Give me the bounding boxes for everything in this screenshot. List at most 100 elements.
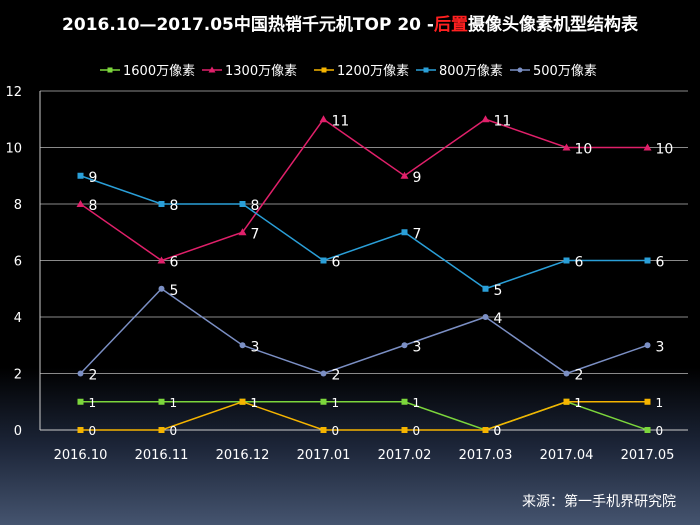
data-label: 11	[494, 113, 512, 129]
marker-square	[239, 398, 246, 405]
data-label: 0	[89, 424, 97, 438]
data-label: 1	[575, 396, 583, 410]
data-label: 1	[170, 396, 178, 410]
marker-circle	[320, 370, 327, 377]
legend-entry: 1200万像素	[337, 64, 409, 79]
y-tick-label: 6	[14, 255, 22, 270]
data-label: 0	[494, 424, 502, 438]
marker-square	[321, 67, 327, 73]
series-line	[80, 118, 648, 262]
marker-square	[320, 257, 327, 264]
data-label: 1	[413, 396, 421, 410]
data-label: 0	[170, 424, 178, 438]
marker-square	[320, 398, 327, 405]
y-tick-label: 12	[5, 85, 22, 100]
marker-square	[77, 427, 84, 433]
data-label: 8	[251, 198, 260, 214]
x-tick-label: 2017.02	[378, 448, 432, 463]
legend: 1600万像素 1300万像素 1200万像素 800万像素 500万像素	[100, 64, 597, 79]
data-label: 5	[170, 283, 179, 299]
x-tick-label: 2016.12	[216, 448, 270, 463]
legend-entry: 500万像素	[533, 64, 597, 79]
data-label: 2	[332, 368, 341, 384]
data-label: 8	[89, 198, 98, 214]
data-label: 1	[332, 396, 340, 410]
marker-circle	[158, 285, 165, 292]
legend-entry: 1600万像素	[123, 64, 195, 79]
x-tick-label: 2017.04	[540, 448, 594, 463]
legend-entry: 1300万像素	[225, 64, 297, 79]
chart-title: 2016.10—2017.05中国热销千元机TOP 20 -后置摄像头像素机型结…	[0, 10, 700, 35]
data-label: 3	[413, 339, 422, 355]
marker-square	[158, 427, 165, 433]
y-tick-label: 10	[5, 142, 22, 157]
data-label: 6	[575, 255, 584, 271]
source-note: 来源：第一手机界研究院	[522, 494, 676, 510]
y-tick-label: 2	[14, 368, 22, 383]
marker-circle	[517, 67, 523, 73]
data-label: 4	[494, 311, 503, 327]
marker-circle	[401, 342, 408, 349]
marker-circle	[644, 342, 651, 349]
data-label: 1	[89, 396, 97, 410]
title-part2: 摄像头像素机型结构表	[467, 15, 638, 35]
data-label: 6	[170, 255, 179, 271]
marker-square	[401, 398, 408, 405]
marker-square	[77, 398, 84, 405]
x-tick-label: 2016.10	[54, 448, 108, 463]
marker-triangle	[643, 143, 652, 151]
series-line	[80, 175, 648, 290]
marker-circle	[563, 370, 570, 377]
marker-triangle	[238, 228, 247, 236]
series-line	[79, 287, 648, 375]
data-label: 0	[656, 424, 664, 438]
data-label: 2	[575, 368, 584, 384]
series-line	[80, 400, 648, 431]
data-label: 2	[89, 368, 98, 384]
x-tick-label: 2017.03	[459, 448, 513, 463]
x-tick-label: 2017.05	[621, 448, 675, 463]
grid-lines	[40, 90, 688, 374]
marker-triangle	[208, 66, 216, 73]
data-label: 11	[332, 113, 350, 129]
marker-square	[563, 398, 570, 405]
marker-triangle	[319, 115, 328, 123]
data-label: 1	[656, 396, 664, 410]
marker-square	[320, 427, 327, 433]
series-layer	[76, 115, 652, 433]
marker-triangle	[157, 256, 166, 264]
title-highlight: 后置	[433, 15, 468, 35]
data-label: 8	[170, 198, 179, 214]
series-line	[80, 400, 648, 431]
marker-square	[107, 67, 113, 73]
data-label: 5	[494, 283, 503, 299]
y-tick-label: 4	[14, 311, 22, 326]
marker-square	[482, 285, 489, 292]
marker-square	[158, 201, 165, 207]
data-label: 3	[656, 339, 665, 355]
marker-square	[423, 67, 429, 73]
marker-square	[401, 229, 408, 236]
marker-square	[158, 398, 165, 405]
data-label: 6	[656, 255, 665, 271]
marker-square	[239, 201, 246, 207]
y-tick-label: 8	[14, 198, 22, 213]
x-tick-label: 2017.01	[297, 448, 351, 463]
data-label: 1	[575, 396, 583, 410]
marker-square	[77, 172, 84, 179]
marker-triangle	[562, 143, 571, 151]
data-label: 10	[656, 142, 674, 158]
data-label: 6	[332, 255, 341, 271]
marker-triangle	[481, 115, 490, 123]
data-label: 0	[494, 424, 502, 438]
marker-circle	[482, 314, 489, 320]
x-tick-label: 2016.11	[135, 448, 189, 463]
data-label: 3	[251, 339, 260, 355]
marker-circle	[77, 370, 84, 377]
data-label: 7	[251, 226, 260, 242]
data-label: 7	[413, 226, 422, 242]
marker-triangle	[400, 171, 409, 179]
y-tick-label: 0	[14, 424, 22, 439]
